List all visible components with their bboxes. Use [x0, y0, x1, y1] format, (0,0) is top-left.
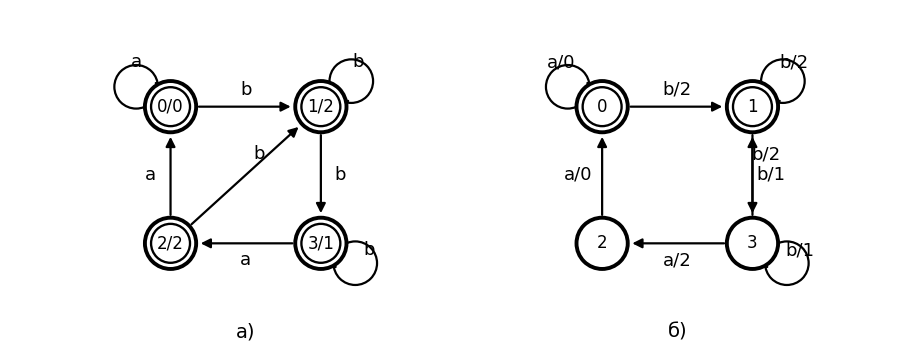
Text: 3/1: 3/1 — [307, 234, 334, 252]
Text: 0/0: 0/0 — [157, 98, 184, 116]
Circle shape — [577, 81, 628, 132]
Text: b/1: b/1 — [785, 241, 815, 259]
Text: b/2: b/2 — [663, 80, 692, 99]
Circle shape — [726, 81, 778, 132]
Circle shape — [577, 218, 628, 269]
Text: a): a) — [236, 323, 256, 342]
Text: b: b — [254, 146, 265, 163]
Text: b: b — [353, 53, 365, 71]
Text: a: a — [240, 251, 251, 270]
Text: a: a — [131, 53, 142, 71]
Text: b/1: b/1 — [757, 166, 785, 184]
Text: a/2: a/2 — [663, 251, 691, 270]
Text: b/2: b/2 — [779, 53, 808, 71]
Circle shape — [726, 218, 778, 269]
Text: 1/2: 1/2 — [307, 98, 334, 116]
Text: b: b — [240, 80, 251, 99]
Text: 2/2: 2/2 — [157, 234, 184, 252]
Circle shape — [295, 81, 346, 132]
Text: a/0: a/0 — [564, 166, 593, 184]
Text: b/2: b/2 — [751, 146, 781, 163]
Text: 0: 0 — [597, 98, 607, 116]
Text: 3: 3 — [747, 234, 758, 252]
Text: b: b — [363, 241, 375, 259]
Circle shape — [295, 218, 346, 269]
Text: 1: 1 — [747, 98, 758, 116]
Circle shape — [145, 81, 197, 132]
Text: a: a — [145, 166, 156, 184]
Circle shape — [145, 218, 197, 269]
Text: b: b — [334, 166, 345, 184]
Text: б): б) — [667, 323, 687, 342]
Text: a/0: a/0 — [547, 53, 575, 71]
Text: 2: 2 — [597, 234, 607, 252]
